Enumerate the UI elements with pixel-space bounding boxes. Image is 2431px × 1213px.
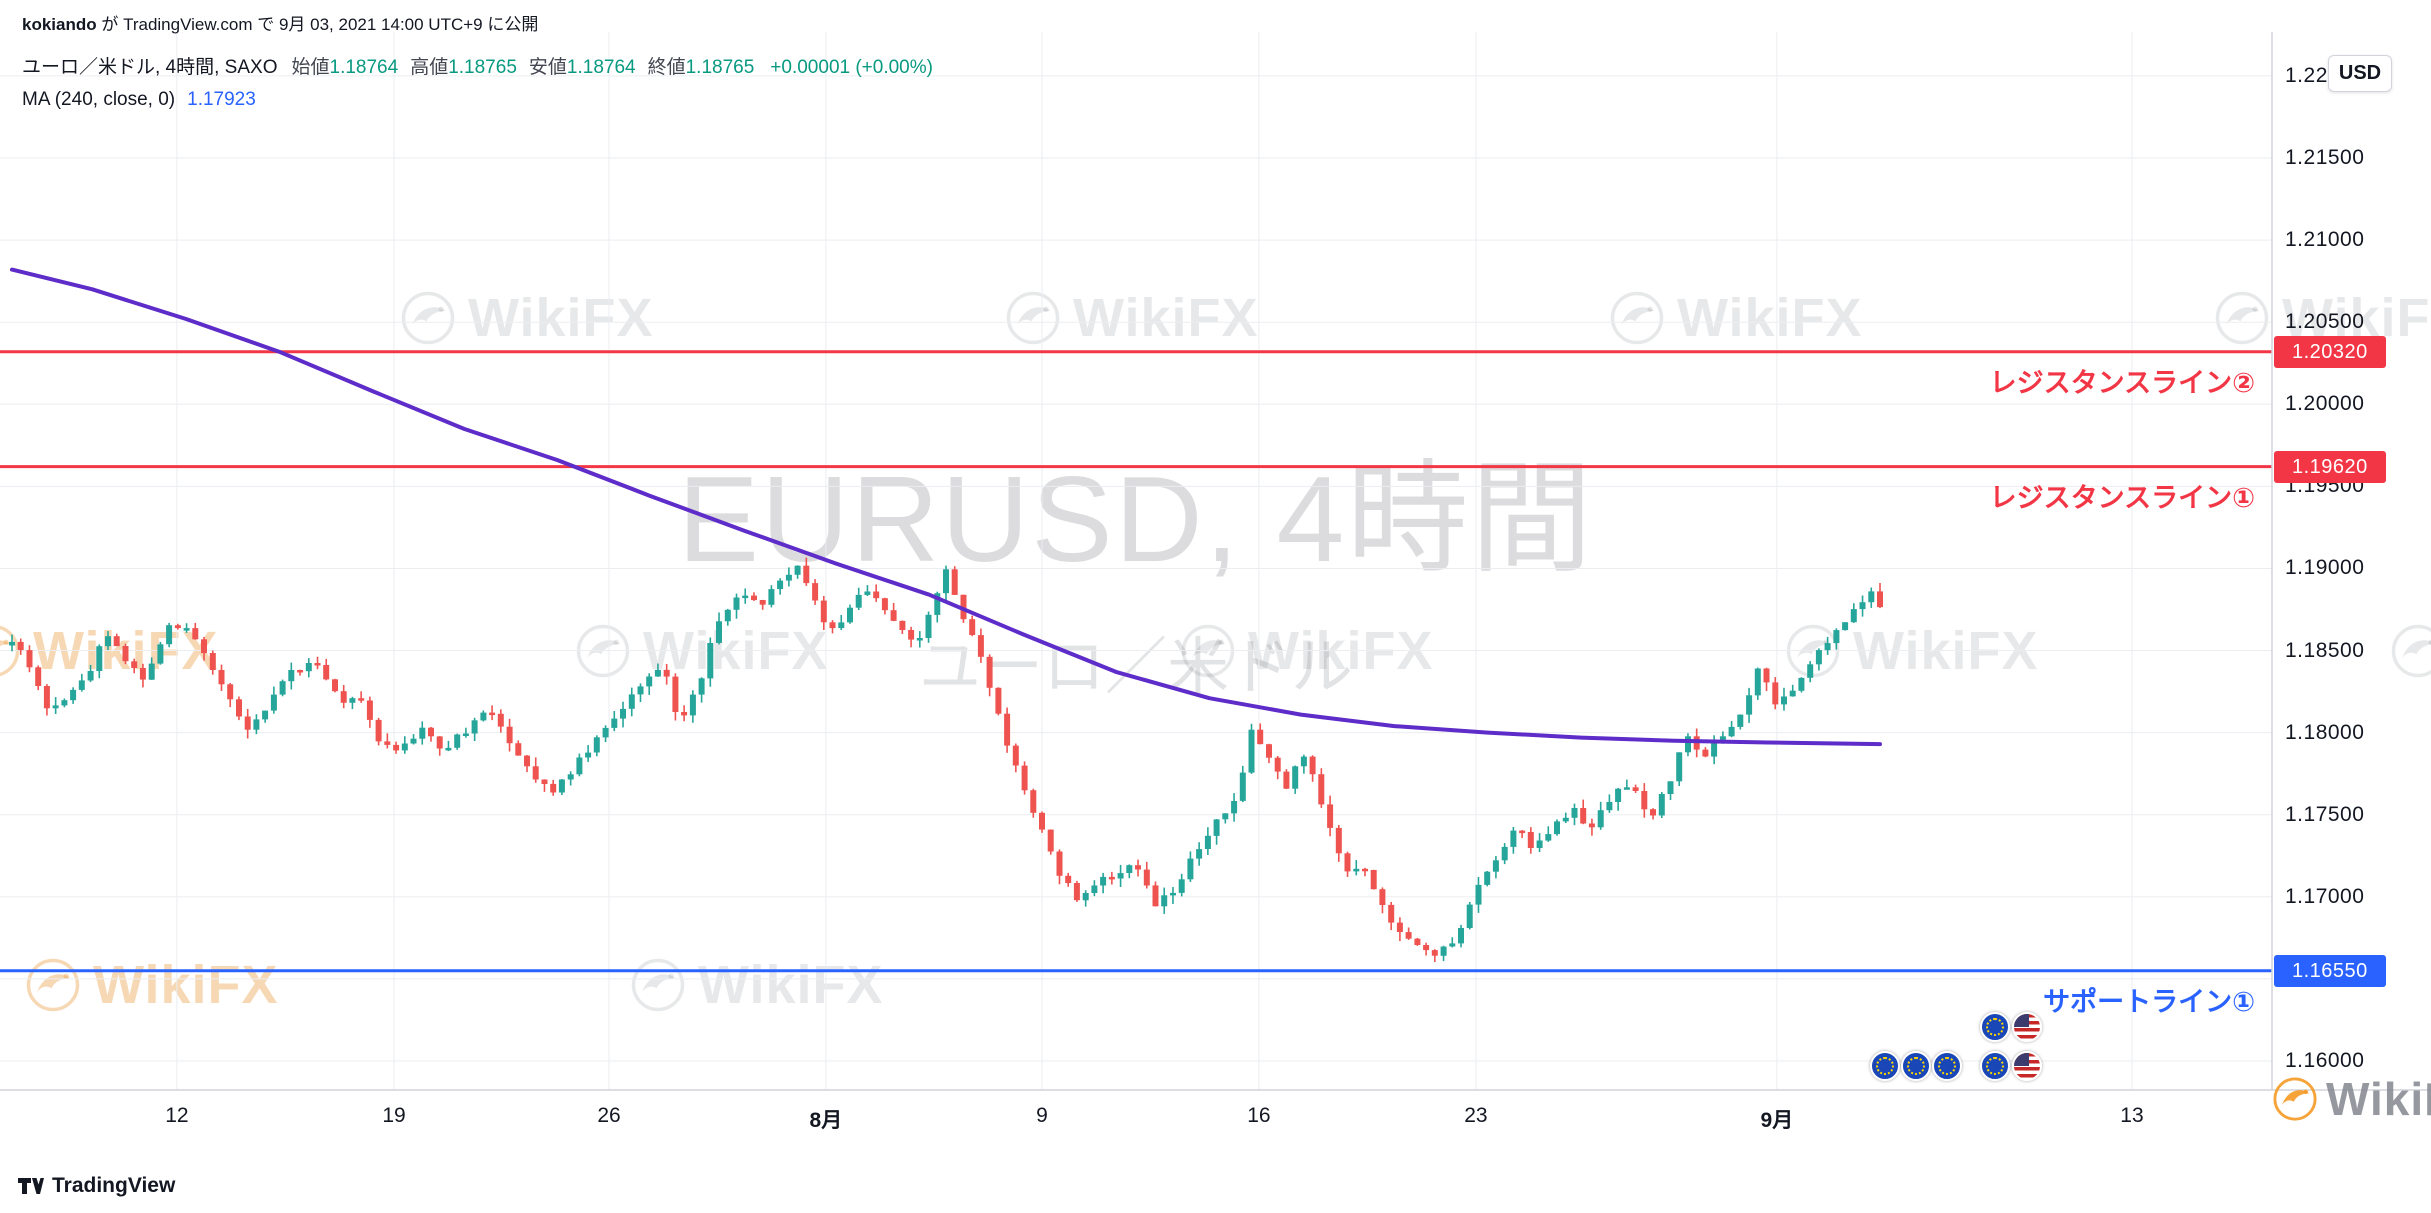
symbol-ohlc-row[interactable]: ユーロ／米ドル, 4時間, SAXO 始値1.18764 高値1.18765 安値1.… [22,52,933,79]
currency-unit-button[interactable]: USD [2328,55,2392,92]
open-value: 1.18764 [329,57,399,78]
low-value: 1.18764 [566,57,636,78]
close-label: 終値 [647,57,686,78]
wikifx-eagle-icon [2273,1077,2317,1121]
event-flag-eu-icon[interactable] [1870,1051,1900,1081]
low-label: 安値 [528,57,567,78]
high-label: 高値 [410,57,449,78]
ma-value: 1.17923 [187,89,256,110]
price-badge-resistance-2: 1.20320 [2274,335,2386,368]
event-flag-us-icon[interactable] [2012,1012,2042,1042]
event-flag-us-icon[interactable] [2012,1051,2042,1081]
event-flag-eu-icon[interactable] [1932,1051,1962,1081]
tradingview-attribution-text: TradingView [52,1174,176,1197]
price-badge-support-1: 1.16550 [2274,954,2386,987]
annotation-resistance-line-1: レジスタンスライン① [1989,482,2255,513]
tradingview-attribution[interactable]: TradingView [16,1172,175,1200]
event-flag-eu-icon[interactable] [1901,1051,1931,1081]
high-value: 1.18765 [448,57,517,78]
publish-info-bar: kokiando が TradingView.com で 9月 03, 2021… [22,10,538,35]
tradingview-logo-icon [18,1178,44,1194]
annotation-support-line-1: サポートライン① [2043,986,2255,1017]
annotation-resistance-line-2: レジスタンスライン② [1989,367,2255,398]
ma-label: MA (240, close, 0) [22,89,176,110]
symbol-title: ユーロ／米ドル, 4時間, SAXO [22,57,278,78]
wikifx-corner-text: WikiFX [2326,1073,2431,1125]
open-label: 始値 [291,57,330,78]
price-badge-resistance-1: 1.19620 [2274,450,2386,483]
ma-indicator-row[interactable]: MA (240, close, 0) 1.17923 [22,89,933,111]
publish-text: が TradingView.com で 9月 03, 2021 14:00 UT… [96,15,539,34]
event-flag-eu-icon[interactable] [1980,1012,2010,1042]
close-value: 1.18765 [685,57,755,78]
wikifx-corner-logo: WikiFX [2272,1072,2431,1126]
chart-legend: ユーロ／米ドル, 4時間, SAXO 始値1.18764 高値1.18765 安値1.… [22,52,933,111]
publish-author: kokiando [22,15,97,34]
event-flag-eu-icon[interactable] [1980,1051,2010,1081]
change-value: +0.00001 (+0.00%) [770,57,933,78]
